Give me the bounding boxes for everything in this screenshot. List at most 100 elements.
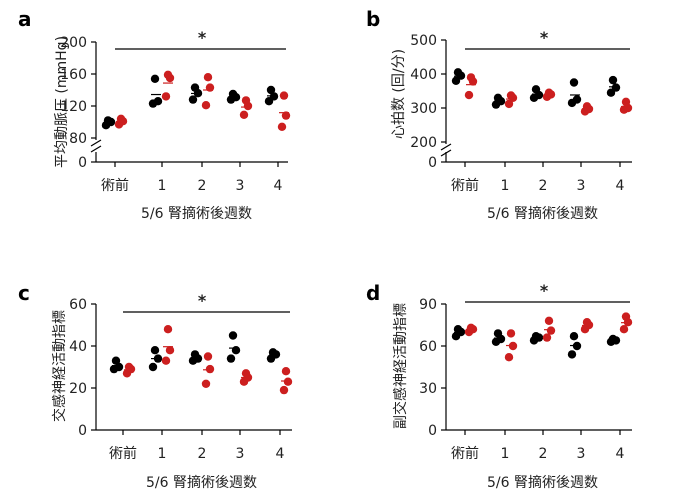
axis-break-mark xyxy=(440,149,452,157)
y-tick-label: 0 xyxy=(428,423,437,439)
data-point xyxy=(161,356,171,365)
y-axis-label: 交感神経活動指標 xyxy=(51,310,68,422)
data-point xyxy=(621,97,631,107)
data-point xyxy=(542,333,552,342)
data-point xyxy=(544,88,554,97)
data-point xyxy=(569,78,579,87)
data-point xyxy=(268,348,278,357)
data-point xyxy=(466,323,476,332)
x-tick-label: 4 xyxy=(276,446,285,462)
y-axis-label: 副交感神経活動指標 xyxy=(392,303,409,429)
significance-star: * xyxy=(540,28,549,47)
y-tick-label: 160 xyxy=(60,67,87,83)
x-tick-label: 3 xyxy=(236,178,245,194)
data-point xyxy=(277,122,287,131)
data-point xyxy=(608,75,618,85)
data-point xyxy=(508,341,518,351)
y-tick-label: 120 xyxy=(60,99,87,115)
data-point xyxy=(190,350,200,359)
data-point xyxy=(150,74,160,84)
data-point xyxy=(239,110,249,120)
x-tick-label: 術前 xyxy=(451,445,479,462)
x-tick-label: 4 xyxy=(616,446,625,462)
significance-star: * xyxy=(540,281,549,300)
significance-star: * xyxy=(198,291,207,310)
y-tick-label: 500 xyxy=(410,33,437,49)
y-tick-label: 80 xyxy=(69,131,87,147)
data-point xyxy=(546,326,556,335)
data-point xyxy=(464,90,474,100)
data-point xyxy=(241,96,251,105)
data-point xyxy=(493,329,503,338)
significance-star: * xyxy=(198,28,207,47)
data-point xyxy=(582,102,592,111)
data-point xyxy=(201,101,211,110)
x-tick-label: 術前 xyxy=(451,177,479,194)
data-point xyxy=(116,114,126,124)
data-point xyxy=(266,85,276,95)
data-point xyxy=(205,83,215,92)
data-point xyxy=(531,332,541,341)
x-tick-label: 2 xyxy=(539,178,548,194)
data-point xyxy=(504,99,514,109)
x-axis-label: 5/6 腎摘術後週数 xyxy=(146,474,257,491)
data-point xyxy=(531,85,541,94)
data-point xyxy=(148,362,158,372)
data-point xyxy=(161,92,171,101)
panel-letter: b xyxy=(366,7,380,31)
y-tick-label: 200 xyxy=(60,35,87,51)
x-tick-label: 術前 xyxy=(109,445,137,462)
data-point xyxy=(281,367,291,376)
panel-letter: d xyxy=(366,281,380,305)
data-point xyxy=(608,334,618,344)
data-point xyxy=(611,83,621,92)
data-point xyxy=(188,95,198,104)
x-tick-label: 1 xyxy=(501,446,510,462)
x-tick-label: 4 xyxy=(274,178,283,194)
data-point xyxy=(228,89,238,99)
y-tick-label: 60 xyxy=(69,297,87,313)
x-axis-label: 5/6 腎摘術後週数 xyxy=(141,205,252,222)
data-point xyxy=(493,93,503,103)
y-tick-label: 200 xyxy=(410,135,437,151)
data-point xyxy=(619,325,629,334)
x-tick-label: 1 xyxy=(501,178,510,194)
y-tick-label: 400 xyxy=(410,67,437,83)
x-tick-label: 1 xyxy=(158,178,167,194)
y-tick-label: 90 xyxy=(419,297,437,313)
x-tick-label: 1 xyxy=(158,446,167,462)
x-tick-label: 3 xyxy=(577,446,586,462)
chart-panel-b: b 0 200 300 400 500 術前 1 2 3 4 * 心拍数 (回/分) 5/6 腎摘術後週数 xyxy=(366,7,633,222)
chart-panel-a: a 0 80 120 160 200 術前 1 2 3 4 * 平均動脈圧 (mmHg) 5/6 腎摘術後… xyxy=(18,7,291,222)
data-point xyxy=(621,312,631,321)
data-point xyxy=(163,325,173,334)
data-point xyxy=(572,341,582,351)
panel-letter: c xyxy=(18,281,30,305)
data-point xyxy=(228,331,238,340)
x-tick-label: 2 xyxy=(198,446,207,462)
panel-letter: a xyxy=(18,7,32,31)
data-point xyxy=(153,354,163,363)
x-tick-label: 術前 xyxy=(101,177,129,194)
data-point xyxy=(201,379,211,388)
y-tick-label: 0 xyxy=(78,155,87,171)
x-tick-label: 2 xyxy=(198,178,207,194)
data-point xyxy=(506,91,516,100)
data-point xyxy=(165,346,175,355)
data-point xyxy=(190,83,200,92)
data-point xyxy=(203,73,213,82)
data-point xyxy=(453,325,463,334)
data-point xyxy=(163,70,173,80)
chart-panel-c: c 0 20 40 60 術前 1 2 3 4 * 交感神経活動指標 5/6 腎摘術後週数 xyxy=(18,281,293,491)
y-tick-label: 0 xyxy=(78,423,87,439)
y-tick-label: 300 xyxy=(410,101,437,117)
x-axis-label: 5/6 腎摘術後週数 xyxy=(487,474,598,491)
axis-break-mark xyxy=(440,143,452,151)
data-point xyxy=(544,316,554,325)
data-point xyxy=(111,356,121,365)
data-point xyxy=(279,385,289,395)
x-tick-label: 3 xyxy=(577,178,586,194)
data-point xyxy=(114,362,124,372)
axis-break-mark xyxy=(90,145,102,153)
data-point xyxy=(283,377,293,386)
